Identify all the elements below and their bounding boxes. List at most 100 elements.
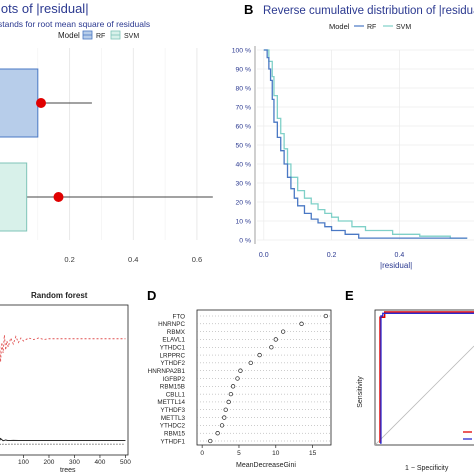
panel-d-category-label: YTHDF1	[161, 438, 186, 445]
panel-d-point	[323, 313, 328, 319]
panel-b-legend-title: Model	[329, 22, 350, 31]
panel-a-subtitle: stands for root mean square of residuals	[0, 19, 150, 29]
panel-c-error-line-2	[0, 443, 126, 445]
panel-d-category-label: YTHDF3	[161, 407, 186, 414]
panel-c-x-ticks: 100 200 300 400 500	[18, 455, 131, 466]
panel-c-frame	[0, 304, 129, 456]
panel-d-category-label: METTL14	[157, 399, 185, 406]
panel-d-point	[208, 438, 213, 444]
panel-b-y-tick-label: 90 %	[236, 67, 252, 74]
panel-b-legend-rf: RF	[367, 24, 376, 31]
panel-a-legend: Model RF SVM	[58, 30, 139, 40]
panel-d-category-label: HNRNPC	[158, 321, 185, 328]
panel-d-x-ticks: 0 5 10 15	[200, 445, 317, 457]
panel-d-letter: D	[147, 288, 156, 303]
panel-d-category-label: ELAVL1	[162, 337, 185, 344]
box-rf	[0, 68, 39, 138]
panel-d-category-label: FTO	[173, 313, 186, 320]
panel-b-y-tick-label: 60 %	[236, 124, 252, 131]
panel-b-y-tick-label: 10 %	[236, 219, 252, 226]
panel-e-lines	[379, 311, 474, 444]
panel-b-y-ticks: 0 % 10 % 20 % 30 % 40 % 50 % 60 % 70 % 80 % 90 % 1…	[232, 48, 251, 245]
panel-d-rows: FTOHNRNPCRBMXELAVL1YTHDC1LRPPRCYTHDF2HNR…	[148, 313, 331, 445]
panel-e: E Sensitivity 1 − Specificity	[345, 288, 474, 472]
panel-d-point	[248, 360, 253, 366]
panel-a-legend-rf: RF	[96, 33, 105, 40]
panel-a-x-tick-label: 0.2	[64, 255, 74, 264]
panel-c-x-tick-label: 100	[18, 459, 29, 466]
panel-d-category-label: RBM15	[164, 430, 185, 437]
panel-a: lots of |residual| stands for root mean …	[0, 1, 213, 264]
panel-d-x-tick-label: 10	[272, 450, 280, 457]
panel-d-category-label: RBMX	[167, 329, 186, 336]
panel-e-frame	[374, 309, 474, 446]
panel-c-title: Random forest	[31, 291, 88, 300]
panel-a-grid	[37, 48, 198, 240]
panel-a-x-ticks: 0.2 0.4 0.6	[64, 255, 202, 264]
panel-d-point	[223, 407, 228, 412]
panel-b-x-tick-label: 0.2	[327, 252, 337, 259]
panel-b-x-tick-label: 0.4	[395, 252, 405, 259]
panel-d-point	[219, 423, 225, 428]
rmse-point-svm	[53, 192, 64, 202]
panel-b-y-tick-label: 30 %	[236, 181, 252, 188]
panel-d-point	[273, 337, 278, 342]
panel-a-x-tick-label: 0.6	[192, 255, 202, 264]
panel-c-x-tick-label: 500	[120, 459, 131, 466]
panel-d-x-tick-label: 5	[237, 450, 241, 457]
panel-b-y-tick-label: 20 %	[236, 200, 252, 207]
box-svm	[0, 162, 28, 232]
panel-b-title: Reverse cumulative distribution of |resi…	[263, 5, 474, 17]
panel-a-legend-title: Model	[58, 31, 80, 40]
panel-e-x-label: 1 − Specificity	[405, 465, 449, 472]
panel-c-lines	[0, 334, 126, 445]
panel-b-line-svm	[263, 49, 468, 239]
panel-d-point	[226, 399, 231, 405]
panel-c-error-line-1	[0, 437, 126, 442]
panel-b-x-label: |residual|	[380, 261, 412, 270]
panel-c-x-tick-label: 200	[44, 459, 55, 466]
panel-b-y-tick-label: 70 %	[236, 105, 252, 112]
panel-e-letter: E	[345, 288, 354, 303]
panel-a-marks	[0, 68, 213, 232]
panel-a-x-tick-label: 0.4	[128, 255, 138, 264]
panel-d-category-label: IGFBP2	[163, 376, 186, 383]
panel-b-line-rf	[263, 49, 468, 239]
panel-e-roc-curve-1	[380, 312, 474, 444]
panel-b-x-ticks: 0.0 0.2 0.4	[259, 252, 404, 259]
panel-d-category-label: CBLL1	[166, 391, 186, 398]
panel-d-point	[215, 431, 220, 436]
panel-c-error-line-0	[0, 334, 126, 363]
panel-d-category-label: RBM15B	[160, 384, 185, 391]
panel-d-category-label: HNRNPA2B1	[148, 368, 186, 375]
panel-d-category-label: YTHDC1	[160, 345, 186, 352]
panel-b-y-tick-label: 0 %	[239, 238, 251, 245]
panel-d-category-label: YTHDF2	[161, 360, 186, 367]
panel-d-point	[269, 345, 274, 350]
panel-b-y-tick-label: 50 %	[236, 143, 252, 150]
panel-b-y-tick-label: 40 %	[236, 162, 252, 169]
panel-d-point	[257, 352, 262, 358]
panel-d-category-label: LRPPRC	[159, 352, 185, 359]
panel-e-y-label: Sensitivity	[357, 376, 364, 408]
panel-d-point	[299, 321, 304, 326]
rmse-point-rf	[36, 98, 46, 108]
panel-c: Random forest 100 200 300 400 500 trees	[0, 291, 131, 474]
panel-d-point	[235, 376, 240, 381]
panel-b-grid	[254, 46, 474, 244]
panel-d-category-label: METTL3	[161, 415, 186, 422]
panel-d-frame	[196, 309, 332, 446]
panel-d-category-label: YTHDC2	[160, 423, 186, 430]
panel-d: D FTOHNRNPCRBMXELAVL1YTHDC1LRPPRCYTHDF2H…	[147, 288, 332, 469]
panel-d-x-tick-label: 15	[309, 450, 317, 457]
panel-c-x-tick-label: 300	[69, 459, 80, 466]
panel-e-roc-curve-0	[379, 311, 474, 443]
panel-b-y-tick-label: 80 %	[236, 86, 252, 93]
panel-c-x-label: trees	[60, 467, 76, 474]
panel-a-legend-svm: SVM	[124, 33, 139, 40]
panel-d-x-tick-label: 0	[200, 450, 204, 457]
panel-d-point	[228, 391, 234, 397]
panel-b-lines	[263, 49, 468, 239]
panel-d-point	[222, 415, 227, 420]
